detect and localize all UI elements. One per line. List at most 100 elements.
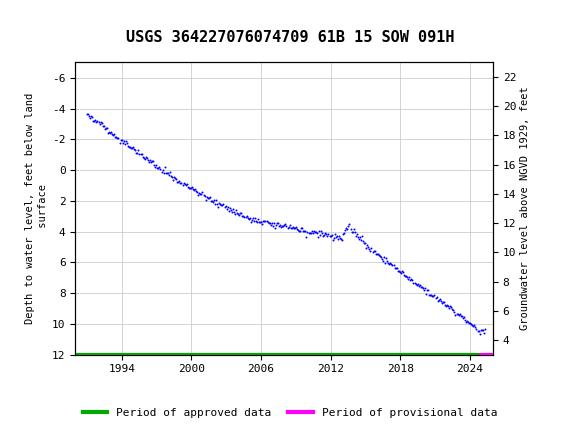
Point xyxy=(126,144,136,151)
Point xyxy=(306,229,316,236)
Point xyxy=(135,151,144,158)
Point xyxy=(216,200,225,207)
Point xyxy=(85,113,94,120)
Point xyxy=(111,134,120,141)
Point xyxy=(160,164,169,171)
Point xyxy=(461,319,470,326)
Point xyxy=(288,223,298,230)
Point xyxy=(291,223,300,230)
Point xyxy=(154,164,163,171)
Point xyxy=(256,219,266,226)
Point xyxy=(347,229,356,236)
Point xyxy=(169,174,179,181)
Point xyxy=(85,115,95,122)
Point xyxy=(375,252,385,259)
Point xyxy=(158,166,167,173)
Point xyxy=(129,145,139,152)
Point xyxy=(159,170,168,177)
Point xyxy=(176,180,185,187)
Point xyxy=(118,140,128,147)
Point xyxy=(139,155,148,162)
Point xyxy=(197,190,206,197)
Point xyxy=(90,116,100,123)
Point xyxy=(317,230,327,237)
Point xyxy=(199,192,208,199)
Point xyxy=(386,259,395,266)
Point xyxy=(245,214,255,221)
Point xyxy=(434,296,443,303)
Text: USGS 364227076074709 61B 15 SOW 091H: USGS 364227076074709 61B 15 SOW 091H xyxy=(126,30,454,45)
Point xyxy=(89,117,98,124)
Point xyxy=(277,223,286,230)
Point xyxy=(411,280,420,287)
Point xyxy=(417,284,426,291)
Point xyxy=(322,230,331,237)
Point xyxy=(195,190,204,197)
Point xyxy=(326,233,335,240)
Point xyxy=(117,136,126,143)
Point xyxy=(255,219,264,226)
Point xyxy=(93,118,102,125)
Point xyxy=(346,225,355,232)
Point xyxy=(217,202,226,209)
Point xyxy=(150,162,159,169)
Point xyxy=(426,291,435,298)
Point xyxy=(413,281,422,288)
Point xyxy=(322,233,332,240)
Point xyxy=(268,222,277,229)
Point xyxy=(360,240,369,247)
Point xyxy=(367,244,376,251)
Point xyxy=(397,268,407,275)
Point xyxy=(286,224,295,231)
Point xyxy=(314,227,324,234)
Point xyxy=(383,258,392,265)
Point xyxy=(220,204,229,211)
Point xyxy=(339,231,348,238)
Point xyxy=(321,230,330,236)
Point xyxy=(330,230,339,237)
Point xyxy=(475,330,484,337)
Point xyxy=(173,178,183,185)
Point xyxy=(472,325,481,332)
Point xyxy=(146,157,155,164)
Point xyxy=(383,260,393,267)
Point xyxy=(177,180,186,187)
Point xyxy=(416,283,426,290)
Point xyxy=(467,321,477,328)
Point xyxy=(429,292,438,299)
Point xyxy=(470,322,479,329)
Point xyxy=(334,235,343,242)
Point xyxy=(466,319,475,326)
Point xyxy=(318,233,328,240)
Point xyxy=(252,219,262,226)
Point xyxy=(280,221,289,228)
Point xyxy=(203,195,212,202)
Point xyxy=(448,305,457,312)
Point xyxy=(453,310,462,317)
Point xyxy=(88,114,97,121)
Point xyxy=(362,241,372,248)
Point xyxy=(342,224,351,231)
Point xyxy=(307,228,316,235)
Point xyxy=(296,224,306,231)
Point xyxy=(90,117,99,124)
Point xyxy=(263,219,272,226)
Point xyxy=(371,250,380,257)
Point xyxy=(200,193,209,200)
Point xyxy=(282,222,291,229)
Point xyxy=(458,315,467,322)
Point xyxy=(260,217,269,224)
Point xyxy=(431,294,440,301)
Point xyxy=(395,269,404,276)
Point xyxy=(373,250,382,257)
Point xyxy=(284,224,293,231)
Point xyxy=(374,252,383,259)
Point xyxy=(353,233,362,240)
Point xyxy=(175,178,184,184)
Point xyxy=(366,248,375,255)
Point xyxy=(477,326,487,333)
Point xyxy=(143,157,153,163)
Point xyxy=(182,180,191,187)
Point xyxy=(94,119,103,126)
Point xyxy=(138,154,147,160)
